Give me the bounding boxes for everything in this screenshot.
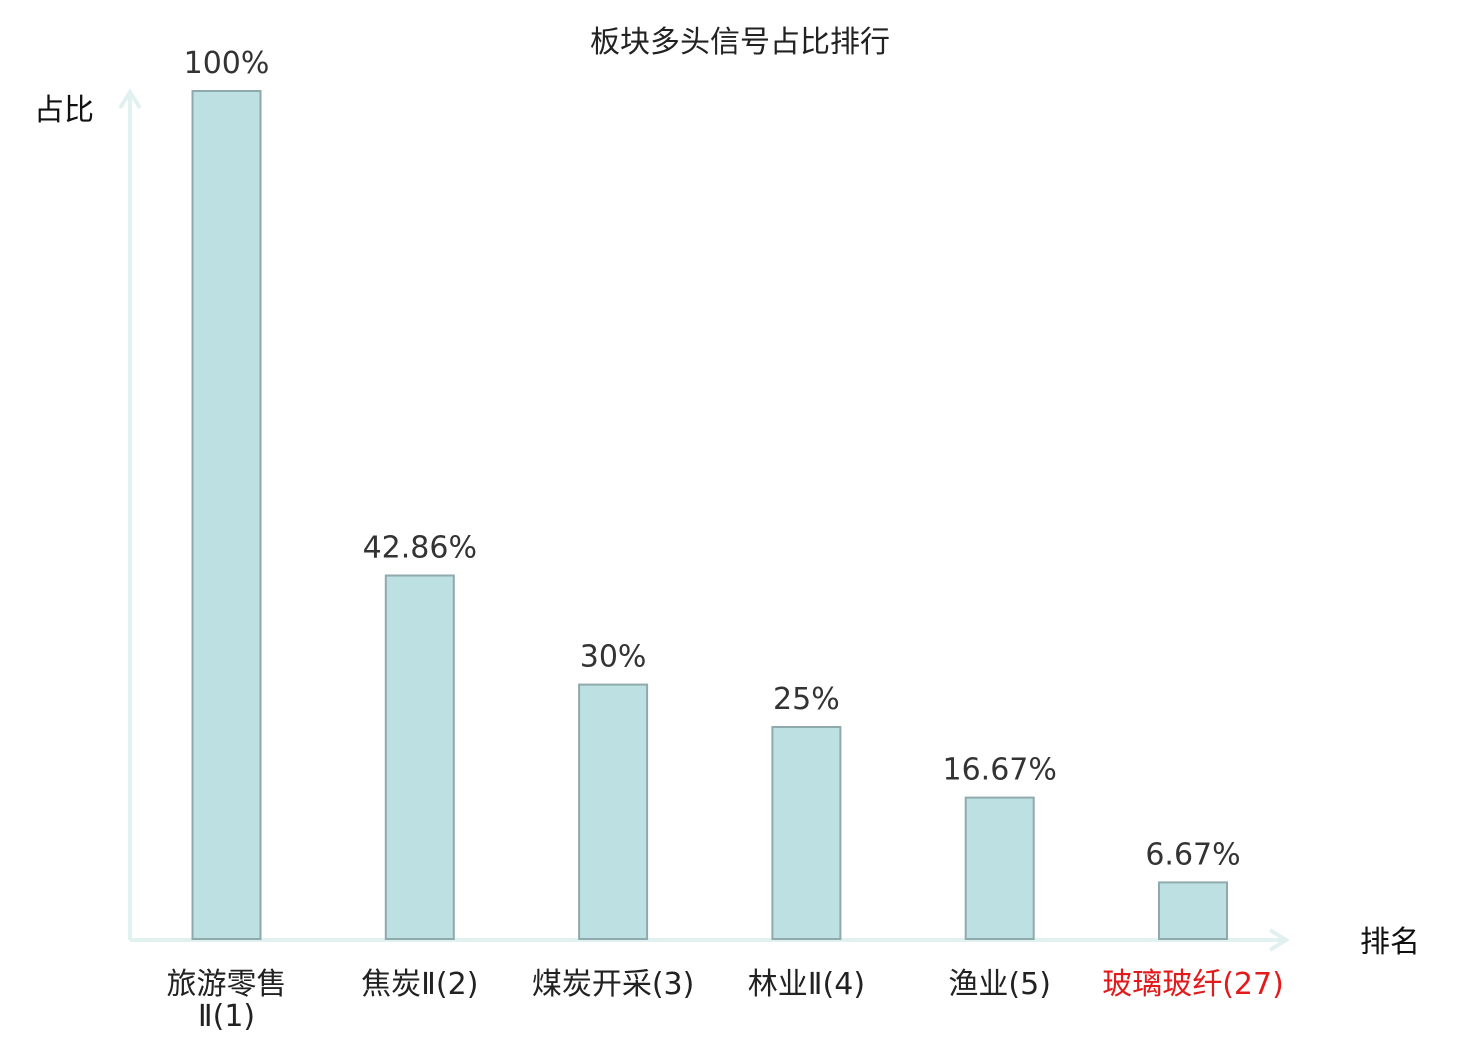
- bar-value-label: 42.86%: [363, 531, 477, 566]
- bar: [771, 726, 842, 940]
- bar: [1158, 881, 1228, 941]
- x-tick-label: 煤炭开采(3): [532, 967, 695, 1002]
- bar-value-label: 6.67%: [1145, 837, 1240, 872]
- bar-value-label: 30%: [580, 640, 647, 675]
- x-tick-label: 焦炭Ⅱ(2): [361, 967, 478, 1002]
- y-axis-title: 占比: [34, 93, 94, 128]
- bar: [191, 90, 262, 940]
- x-axis-arrow: [1268, 928, 1290, 952]
- x-tick-label: 林业Ⅱ(4): [748, 967, 865, 1002]
- x-tick-label: Ⅱ(1): [198, 999, 255, 1034]
- x-axis: 排名: [130, 925, 1420, 960]
- bar-value-label: 100%: [184, 46, 270, 81]
- bar-value-label: 16.67%: [943, 753, 1057, 788]
- y-axis: 占比: [34, 88, 142, 940]
- x-axis-title: 排名: [1360, 925, 1420, 960]
- x-tick-label: 玻璃玻纤(27): [1102, 967, 1284, 1002]
- bar: [384, 574, 455, 940]
- chart-title: 板块多头信号占比排行: [590, 25, 890, 60]
- x-tick-label: 旅游零售: [167, 967, 287, 1002]
- bar: [578, 683, 649, 940]
- x-tick-label: 渔业(5): [948, 967, 1051, 1002]
- bar: [964, 796, 1035, 940]
- y-axis-arrow: [118, 88, 142, 110]
- bar-value-label: 25%: [773, 682, 840, 717]
